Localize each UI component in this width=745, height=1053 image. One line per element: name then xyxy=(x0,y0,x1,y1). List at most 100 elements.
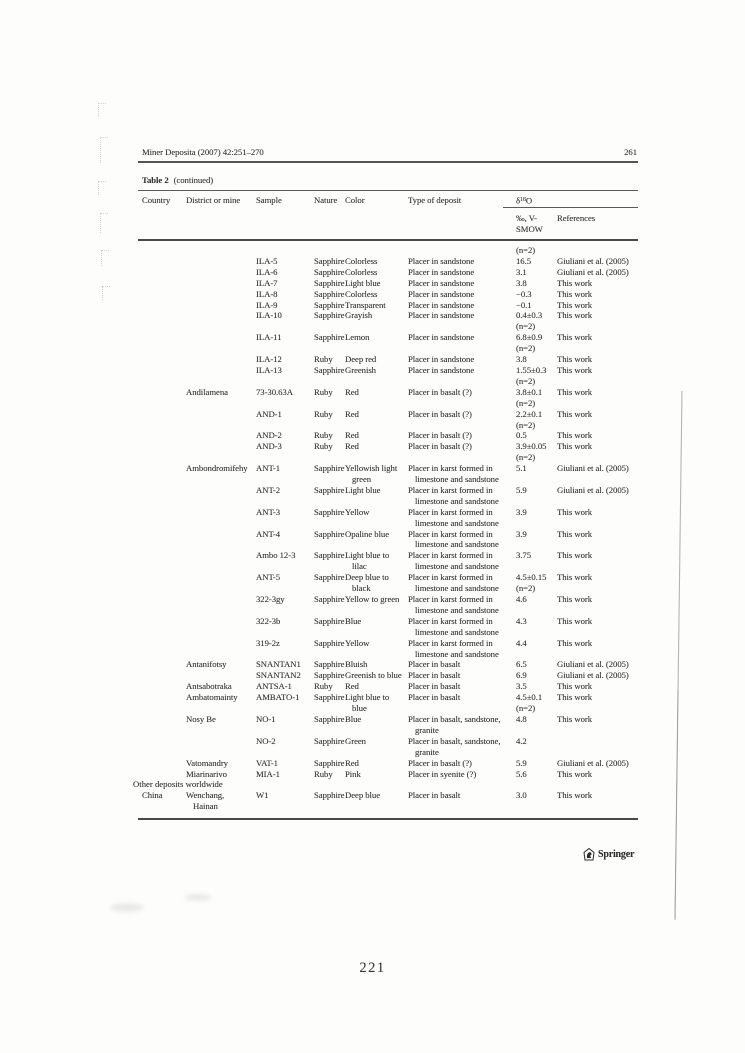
col-header-nature: Nature xyxy=(314,195,338,205)
cell-sample: SNANTAN2 xyxy=(256,670,301,681)
cell-color: Yellow to green xyxy=(345,594,400,604)
cell-country xyxy=(142,332,186,354)
table-row: 322-3b Sapphire Blue Placer in karst formed… xyxy=(142,616,634,638)
cell-color: Light blue to lilac xyxy=(345,550,390,572)
cell-deposit: Placer in karst formed in limestone and s… xyxy=(408,550,499,572)
cell-country xyxy=(142,463,186,485)
scan-mark xyxy=(100,137,108,163)
cell-district xyxy=(186,616,256,638)
col-header-spacer xyxy=(557,195,634,206)
cell-deposit: Placer in sandstone xyxy=(408,277,475,288)
springer-horse-icon xyxy=(583,848,595,861)
cell-nature: Sapphire xyxy=(314,364,345,375)
table-row: ANT-2 Sapphire Light blue Placer in karst f… xyxy=(142,485,634,507)
cell-reference: This work xyxy=(557,713,593,724)
cell-d18o: 4.8 xyxy=(516,713,527,724)
cell-sample: NO-2 xyxy=(256,735,276,746)
cell-district: Antanifotsy xyxy=(186,659,227,670)
cell-reference: Giuliani et al. (2005) xyxy=(557,255,629,266)
table-caption-suffix: (continued) xyxy=(173,175,214,185)
cell-deposit: Placer in sandstone xyxy=(408,288,475,299)
cell-district: Ambondromifehy xyxy=(186,463,248,474)
cell-color: Deep blue xyxy=(345,790,381,801)
cell-sample: ANT-3 xyxy=(256,506,281,517)
cell-country xyxy=(142,572,186,594)
cell-country xyxy=(142,485,186,507)
cell-reference: This work xyxy=(557,310,593,321)
table-row: ILA-12 Ruby Deep red Placer in sandstone 3.8… xyxy=(142,354,634,365)
cell-reference: This work xyxy=(557,288,593,299)
cell-reference: This work xyxy=(557,386,593,397)
cell-color: Deep red xyxy=(345,354,377,365)
cell-deposit xyxy=(408,245,516,256)
scan-mark xyxy=(101,250,109,266)
cell-country xyxy=(142,256,186,267)
table-row: AND-2 Ruby Red Placer in basalt (?) 0.5 This … xyxy=(142,430,634,441)
cell-reference: This work xyxy=(557,506,593,517)
cell-d18o: 4.3 xyxy=(516,615,527,626)
footer-page-number: 221 xyxy=(359,960,386,976)
cell-country xyxy=(142,670,186,681)
cell-d18o: 3.9 xyxy=(516,506,527,517)
cell-country xyxy=(142,387,186,409)
cell-color: Blue xyxy=(345,713,362,724)
table-row: ILA-13 Sapphire Greenish Placer in sandston… xyxy=(142,365,634,387)
cell-color: Deep blue to black xyxy=(345,572,389,594)
cell-color: Red xyxy=(345,757,359,768)
cell-sample: ANTSA-1 xyxy=(256,681,292,692)
cell-district xyxy=(186,594,256,616)
cell-nature: Sapphire xyxy=(314,713,345,724)
cell-color: Yellowish light green xyxy=(345,463,398,485)
cell-district: Nosy Be xyxy=(186,713,216,724)
cell-reference: Giuliani et al. (2005) xyxy=(557,757,629,768)
table-header-rule xyxy=(138,239,638,242)
cell-country: China xyxy=(142,790,163,801)
cell-nature xyxy=(314,245,345,256)
section-row: Other deposits worldwide xyxy=(133,779,223,790)
running-head: Miner Deposita (2007) 42:251–270 261 xyxy=(138,147,638,158)
cell-country xyxy=(142,550,186,572)
cell-nature: Sapphire xyxy=(314,332,345,343)
table-row: Nosy Be NO-1 Sapphire Blue Placer in basalt,… xyxy=(142,714,634,736)
cell-color: Light blue to blue xyxy=(345,692,390,714)
cell-sample: 322-3gy xyxy=(256,594,285,604)
cell-nature: Sapphire xyxy=(314,615,345,626)
cell-sample: AND-1 xyxy=(256,408,282,419)
table-row: ILA-11 Sapphire Lemon Placer in sandstone 6.… xyxy=(142,332,634,354)
header-page-number: 261 xyxy=(624,147,637,157)
table-top-rule xyxy=(138,190,638,192)
cell-reference xyxy=(557,736,634,758)
cell-d18o: 6.9 xyxy=(516,670,527,681)
cell-nature: Sapphire xyxy=(314,299,345,310)
table-caption: Table 2 (continued) xyxy=(142,175,213,186)
table-row: Antsabotraka ANTSA-1 Ruby Red Placer in basa… xyxy=(142,681,634,692)
cell-nature: Sapphire xyxy=(314,790,345,801)
col-header-country: Country xyxy=(142,195,171,205)
cell-district xyxy=(186,300,256,311)
cell-d18o: 2.2±0.1 (n=2) xyxy=(516,408,543,430)
cell-deposit: Placer in basalt xyxy=(408,692,461,703)
cell-color: Opaline blue xyxy=(345,528,390,539)
cell-nature: Sapphire xyxy=(314,506,345,517)
cell-d18o: 3.75 xyxy=(516,550,532,561)
cell-nature: Ruby xyxy=(314,408,333,419)
cell-district xyxy=(186,736,256,758)
cell-d18o: (n=2) xyxy=(516,245,536,255)
table-row: ILA-7 Sapphire Light blue Placer in sandsto… xyxy=(142,278,634,289)
cell-country xyxy=(142,441,186,463)
cell-sample: SNANTAN1 xyxy=(256,659,301,670)
cell-district xyxy=(186,278,256,289)
cell-color: Grayish xyxy=(345,310,373,321)
cell-country xyxy=(142,758,186,769)
cell-deposit: Placer in karst formed in limestone and s… xyxy=(408,484,499,506)
cell-reference: This work xyxy=(557,768,593,779)
cell-country xyxy=(142,681,186,692)
table-row: ANT-5 Sapphire Deep blue to black Placer in … xyxy=(142,572,634,594)
col-header-sample: Sample xyxy=(256,195,282,205)
cell-sample: NO-1 xyxy=(256,713,276,724)
cell-district xyxy=(186,256,256,267)
cell-district xyxy=(186,507,256,529)
cell-nature: Sapphire xyxy=(314,484,345,495)
cell-reference: This work xyxy=(557,637,593,648)
col-header-d18o: δ18O xyxy=(516,195,533,206)
